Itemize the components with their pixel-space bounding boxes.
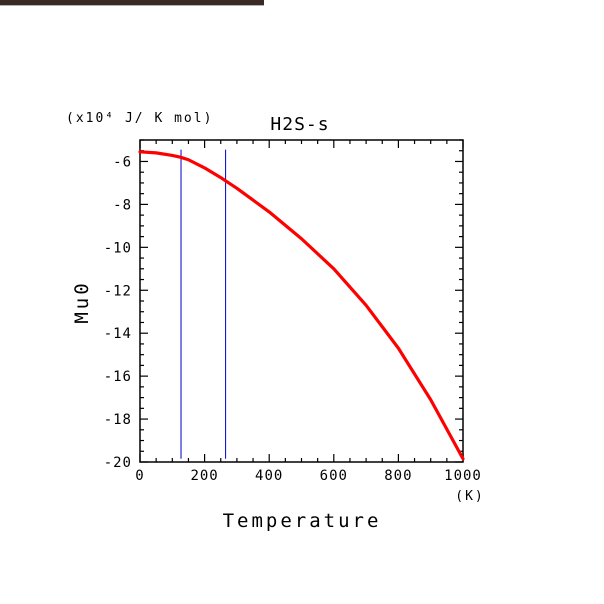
x-tick-label: 400 (255, 468, 283, 484)
x-unit-label: (K) (455, 489, 484, 504)
y-tick-label: -16 (104, 369, 132, 385)
window-title-strip (0, 0, 264, 6)
y-tick-label: -18 (104, 412, 132, 428)
y-tick-label: -14 (104, 326, 132, 342)
axis-ticks (139, 139, 464, 463)
vertical-lines (180, 149, 227, 459)
y-tick-label: -20 (104, 455, 132, 471)
chart-title: H2S-s (270, 114, 329, 135)
y-tick-labels: -20 -18 -16 -14 -12 -10 -8 -6 (104, 154, 132, 471)
y-tick-label: -8 (113, 197, 132, 213)
x-tick-label: 0 (135, 468, 144, 484)
y-tick-label: -6 (113, 154, 132, 170)
y-unit-label: (x10⁴ J/ K mol) (66, 111, 213, 126)
x-axis-title: Temperature (223, 510, 382, 532)
series-line (138, 150, 465, 461)
plot-frame (139, 139, 464, 463)
x-tick-labels: 0 200 400 600 800 1000 (135, 468, 482, 484)
x-tick-label: 600 (320, 468, 348, 484)
y-axis-title: Mu0 (71, 280, 93, 323)
y-tick-label: -12 (104, 283, 132, 299)
x-tick-label: 800 (384, 468, 412, 484)
x-tick-label: 200 (190, 468, 218, 484)
x-tick-label: 1000 (444, 468, 482, 484)
series-group (138, 150, 465, 461)
y-tick-label: -10 (104, 240, 132, 256)
